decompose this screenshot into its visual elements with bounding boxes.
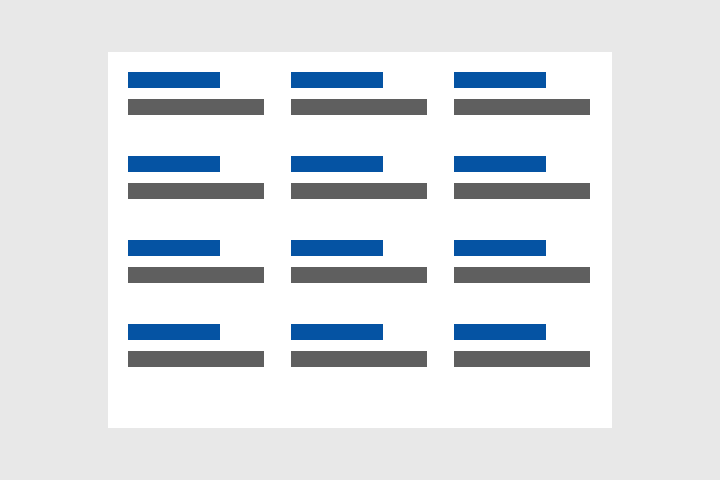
title-placeholder-bar: [454, 72, 546, 88]
list-item-placeholder: [291, 240, 427, 283]
list-item-placeholder: [454, 156, 590, 199]
title-placeholder-bar: [291, 240, 383, 256]
title-placeholder-bar: [128, 156, 220, 172]
title-placeholder-bar: [128, 240, 220, 256]
text-placeholder-bar: [291, 351, 427, 367]
text-placeholder-bar: [291, 267, 427, 283]
text-placeholder-bar: [128, 99, 264, 115]
list-item-placeholder: [454, 240, 590, 283]
text-placeholder-bar: [454, 267, 590, 283]
text-placeholder-bar: [454, 183, 590, 199]
title-placeholder-bar: [291, 324, 383, 340]
text-placeholder-bar: [128, 351, 264, 367]
title-placeholder-bar: [128, 72, 220, 88]
title-placeholder-bar: [128, 324, 220, 340]
list-item-placeholder: [128, 324, 264, 367]
list-item-placeholder: [454, 324, 590, 367]
list-item-placeholder: [291, 324, 427, 367]
title-placeholder-bar: [454, 156, 546, 172]
text-placeholder-bar: [291, 99, 427, 115]
content-card: [108, 52, 612, 428]
placeholder-item-grid: [108, 52, 612, 387]
title-placeholder-bar: [291, 156, 383, 172]
list-item-placeholder: [291, 72, 427, 115]
list-item-placeholder: [291, 156, 427, 199]
title-placeholder-bar: [454, 324, 546, 340]
text-placeholder-bar: [454, 99, 590, 115]
text-placeholder-bar: [291, 183, 427, 199]
list-item-placeholder: [128, 72, 264, 115]
text-placeholder-bar: [128, 267, 264, 283]
text-placeholder-bar: [128, 183, 264, 199]
text-placeholder-bar: [454, 351, 590, 367]
list-item-placeholder: [128, 156, 264, 199]
list-item-placeholder: [128, 240, 264, 283]
title-placeholder-bar: [454, 240, 546, 256]
list-item-placeholder: [454, 72, 590, 115]
title-placeholder-bar: [291, 72, 383, 88]
